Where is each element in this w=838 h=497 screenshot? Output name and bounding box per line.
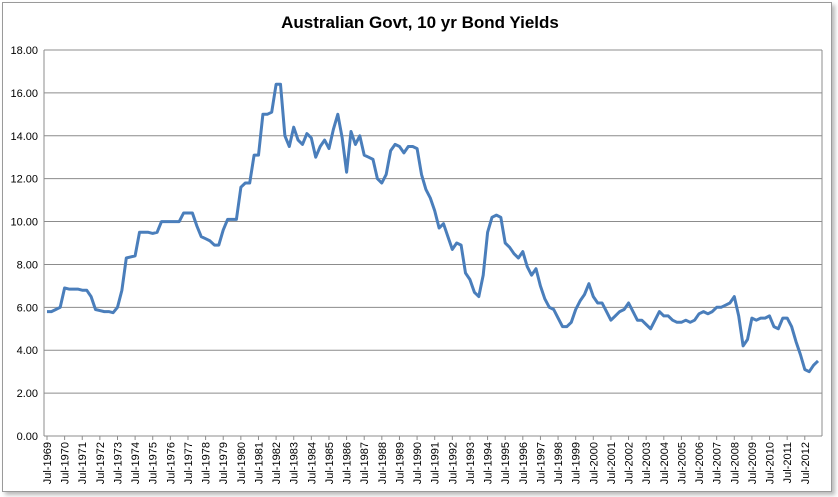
y-tick-label: 8.00	[17, 259, 38, 271]
x-tick-label: Jul-2006	[694, 442, 706, 484]
x-tick-label: Jul-1977	[183, 442, 195, 484]
x-tick-label: Jul-1986	[342, 442, 354, 484]
chart-frame	[2, 2, 832, 492]
y-tick-label: 18.00	[10, 45, 38, 57]
x-tick-label: Jul-1989	[394, 442, 406, 484]
y-tick-label: 14.00	[10, 131, 38, 143]
x-tick-label: Jul-1976	[165, 442, 177, 484]
x-tick-label: Jul-2007	[712, 442, 724, 484]
x-tick-label: Jul-1991	[430, 442, 442, 484]
x-tick-label: Jul-1979	[218, 442, 230, 484]
x-tick-label: Jul-2005	[676, 442, 688, 484]
yield-line	[47, 82, 820, 374]
y-tick-label: 16.00	[10, 88, 38, 100]
x-tick-label: Jul-2001	[606, 442, 618, 484]
x-tick-label: Jul-1975	[148, 442, 160, 484]
y-tick-label: 2.00	[17, 388, 38, 400]
chart-title: Australian Govt, 10 yr Bond Yields	[281, 13, 559, 32]
x-tick-label: Jul-1994	[483, 442, 495, 484]
x-tick-label: Jul-1982	[271, 442, 283, 484]
x-tick-label: Jul-1983	[289, 442, 301, 484]
x-tick-label: Jul-1990	[412, 442, 424, 484]
x-tick-label: Jul-1995	[500, 442, 512, 484]
x-tick-label: Jul-1985	[324, 442, 336, 484]
x-tick-label: Jul-1999	[571, 442, 583, 484]
x-tick-label: Jul-1972	[95, 442, 107, 484]
x-tick-label: Jul-1993	[465, 442, 477, 484]
x-tick-label: Jul-1998	[553, 442, 565, 484]
x-tick-label: Jul-1974	[130, 442, 142, 484]
x-tick-label: Jul-2012	[800, 442, 812, 484]
x-tick-label: Jul-1988	[377, 442, 389, 484]
x-tick-label: Jul-1996	[518, 442, 530, 484]
y-tick-label: 6.00	[17, 302, 38, 314]
x-tick-label: Jul-1987	[359, 442, 371, 484]
x-tick-label: Jul-2010	[765, 442, 777, 484]
x-tick-label: Jul-2008	[729, 442, 741, 484]
x-tick-label: Jul-2011	[782, 442, 794, 483]
x-tick-label: Jul-1997	[535, 442, 547, 484]
x-tick-label: Jul-1980	[236, 442, 248, 484]
x-tick-label: Jul-1978	[201, 442, 213, 484]
x-tick-label: Jul-1971	[77, 442, 89, 484]
x-tick-label: Jul-1973	[112, 442, 124, 484]
x-tick-label: Jul-1969	[42, 442, 54, 484]
x-tick-label: Jul-2003	[641, 442, 653, 484]
x-tick-label: Jul-1981	[253, 442, 265, 484]
y-tick-label: 10.00	[10, 217, 38, 229]
y-tick-label: 12.00	[10, 174, 38, 186]
x-tick-label: Jul-1984	[306, 442, 318, 484]
x-tick-label: Jul-1992	[447, 442, 459, 484]
x-tick-label: Jul-2000	[588, 442, 600, 484]
y-tick-label: 4.00	[17, 345, 38, 357]
x-tick-label: Jul-2002	[624, 442, 636, 484]
x-tick-label: Jul-1970	[60, 442, 72, 484]
y-tick-label: 0.00	[17, 431, 38, 443]
x-tick-label: Jul-2004	[659, 442, 671, 484]
x-tick-label: Jul-2009	[747, 442, 759, 484]
